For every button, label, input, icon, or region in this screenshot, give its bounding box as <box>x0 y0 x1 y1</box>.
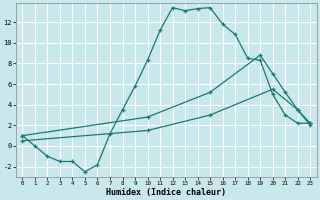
X-axis label: Humidex (Indice chaleur): Humidex (Indice chaleur) <box>106 188 226 197</box>
